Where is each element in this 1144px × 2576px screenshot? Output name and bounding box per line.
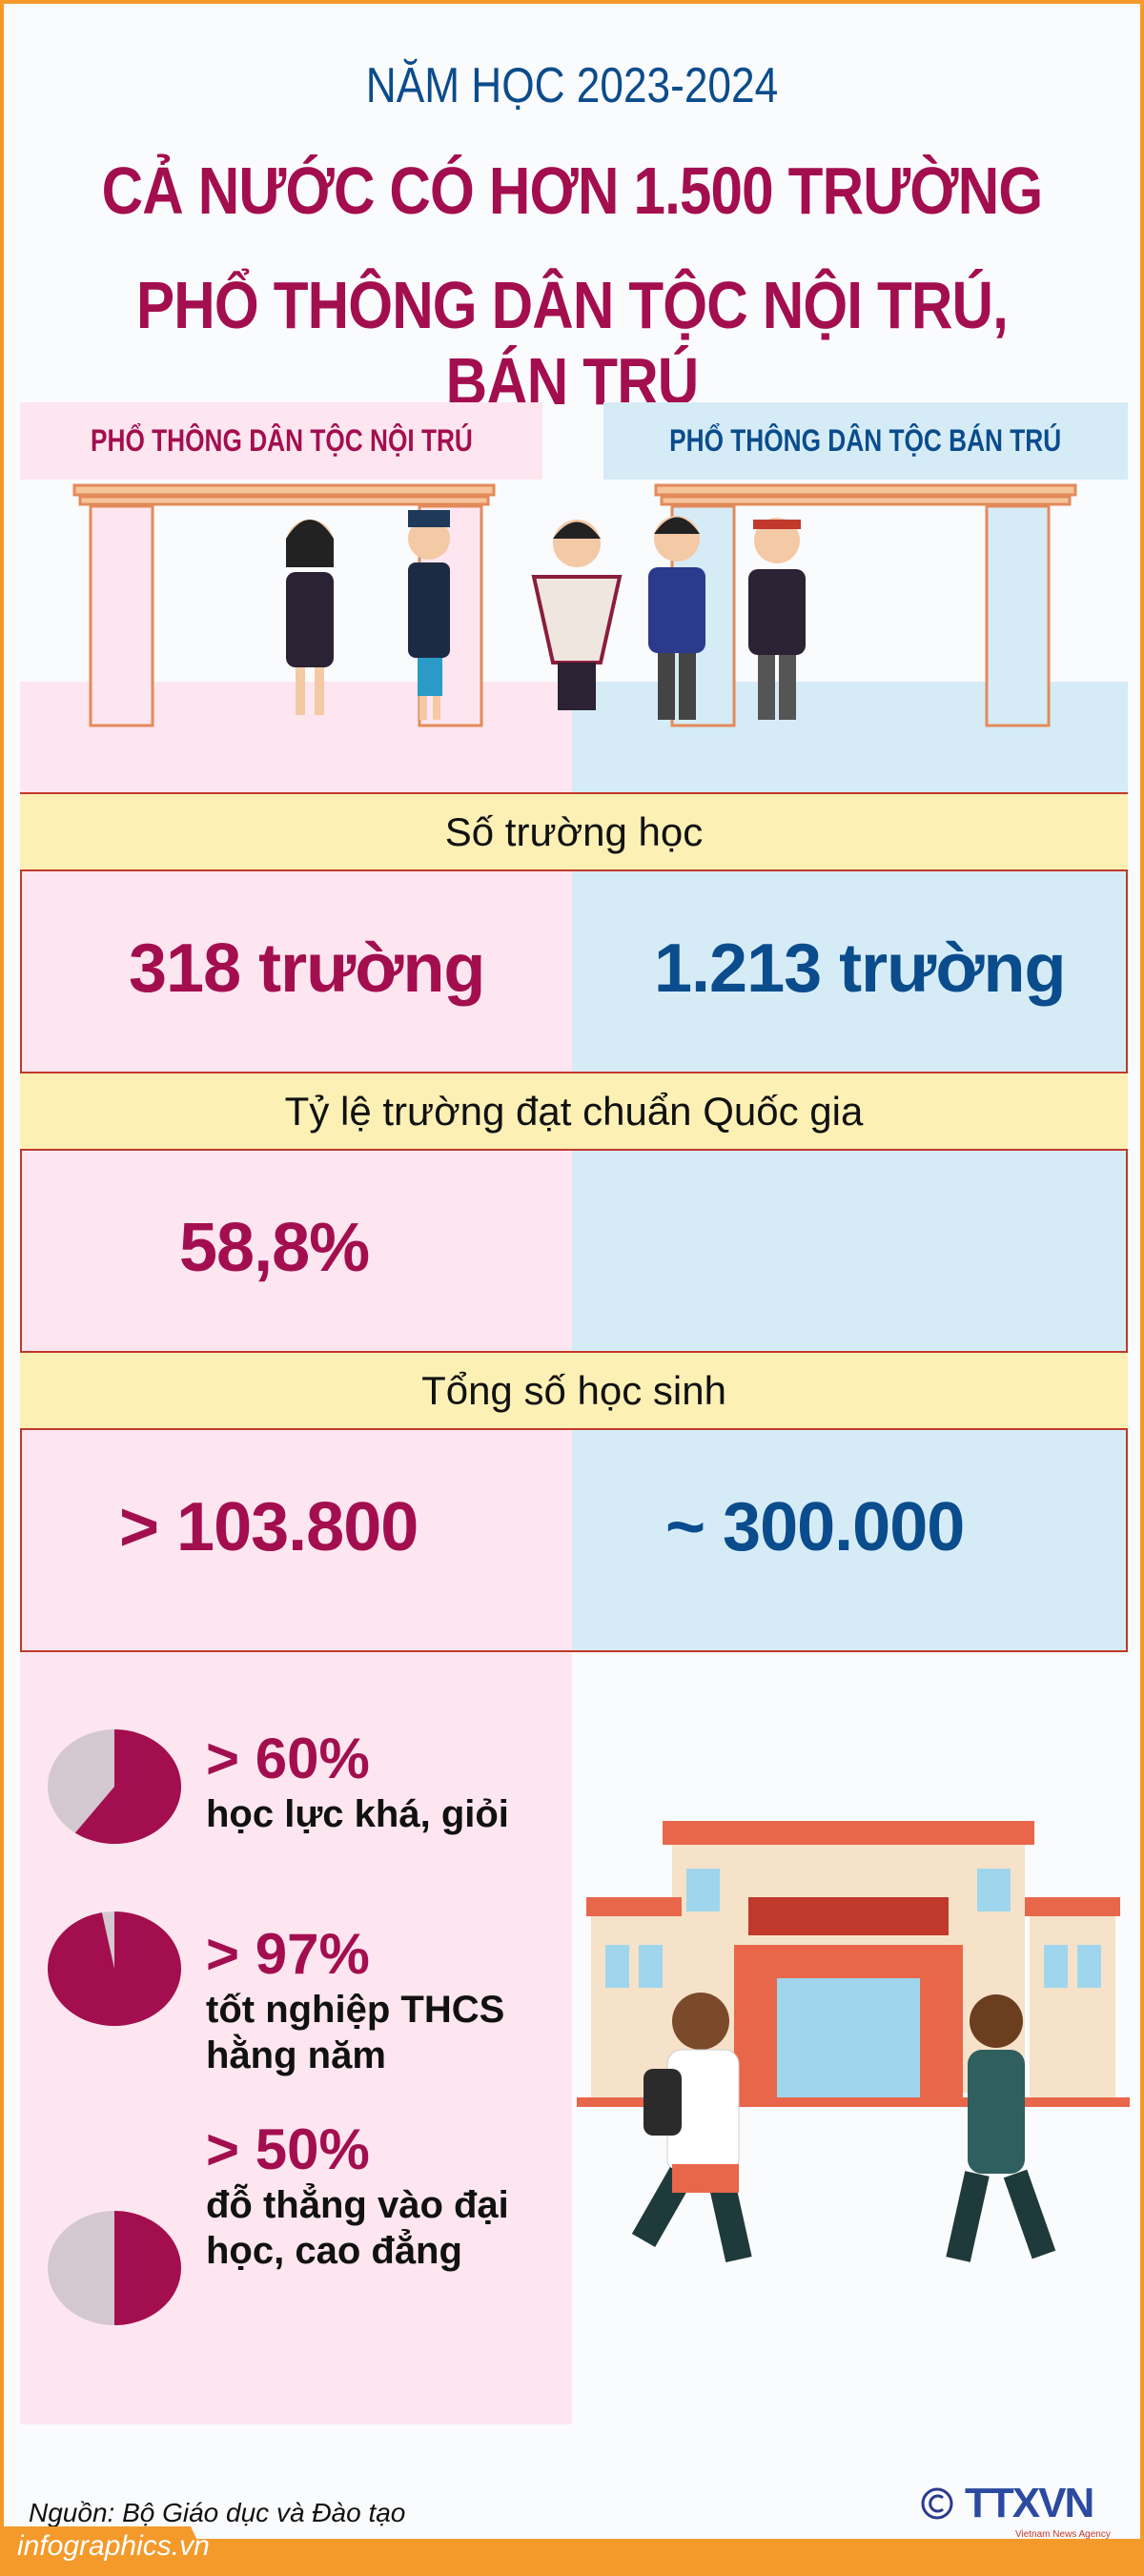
logo-subtext: Vietnam News Agency <box>1015 2529 1111 2540</box>
stat-value: > 60% <box>206 1727 370 1790</box>
pie-0 <box>48 1729 181 1844</box>
stat-desc: đỗ thẳng vào đại học, cao đẳng <box>206 2184 509 2272</box>
pie-charts <box>47 1729 181 2325</box>
column-label: PHỔ THÔNG DÂN TỘC BÁN TRÚ <box>669 423 1062 458</box>
boarding-standard-rate: 58,8% <box>179 1210 370 1286</box>
stat-desc: tốt nghiệp THCS hằng năm <box>206 1989 505 2076</box>
main-title-line1: CẢ NƯỚC CÓ HƠN 1.500 TRƯỜNG <box>101 153 1044 228</box>
section-header-school-count: Số trường học <box>20 792 1128 871</box>
boarding-student-count: > 103.800 <box>119 1489 419 1565</box>
footer-tab <box>0 2526 214 2576</box>
main-title-line2: PHỔ THÔNG DÂN TỘC NỘI TRÚ, BÁN TRÚ <box>135 268 1009 419</box>
students-gate-illustration <box>72 483 1077 727</box>
pie-1 <box>47 1912 181 2026</box>
site-link[interactable]: infographics.vn <box>17 2530 210 2562</box>
section-header-standard-rate: Tỷ lệ trường đạt chuẩn Quốc gia <box>20 1072 1128 1151</box>
pie-slice <box>74 1729 181 1844</box>
semi-boarding-school-count: 1.213 trường <box>654 930 1066 1007</box>
student-figures <box>286 510 806 720</box>
stat-good-grades: > 60% học lực khá, giỏi <box>206 1726 587 1837</box>
logo-text: TTXVN <box>965 2480 1093 2526</box>
school-year: NĂM HỌC 2023-2024 <box>365 58 779 113</box>
copyright-icon <box>921 2487 953 2520</box>
column-header-semi-boarding: PHỔ THÔNG DÂN TỘC BÁN TRÚ <box>603 402 1128 480</box>
pie-slice <box>114 2211 181 2325</box>
stat-value: > 50% <box>206 2117 370 2181</box>
pie-2 <box>48 2211 181 2325</box>
boarding-school-count: 318 trường <box>129 930 485 1007</box>
stat-desc: học lực khá, giỏi <box>206 1793 509 1835</box>
source-note: Nguồn: Bộ Giáo dục và Đào tạo <box>29 2498 406 2527</box>
semi-boarding-student-count: ~ 300.000 <box>665 1489 965 1565</box>
pie-slice <box>47 1912 181 2026</box>
section-header-total-students: Tổng số học sinh <box>20 1351 1128 1430</box>
stat-value: > 97% <box>206 1922 370 1986</box>
boarding-column-bg <box>20 682 572 2424</box>
column-header-boarding: PHỔ THÔNG DÂN TỘC NỘI TRÚ <box>20 402 542 480</box>
school-building-illustration <box>577 1821 1130 2263</box>
stat-university: > 50% đỗ thẳng vào đại học, cao đẳng <box>206 2116 587 2274</box>
stat-graduation: > 97% tốt nghiệp THCS hằng năm <box>206 1921 587 2078</box>
ttxvn-logo: TTXVN Vietnam News Agency <box>921 2480 1111 2540</box>
column-label: PHỔ THÔNG DÂN TỘC NỘI TRÚ <box>90 423 473 458</box>
